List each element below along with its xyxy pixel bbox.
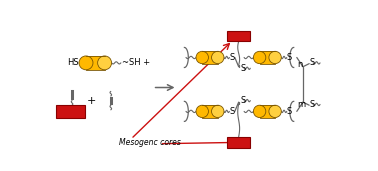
Ellipse shape <box>98 56 112 70</box>
Text: S: S <box>309 100 314 109</box>
Ellipse shape <box>212 51 224 64</box>
Bar <box>56 105 85 117</box>
Ellipse shape <box>269 105 281 117</box>
Ellipse shape <box>196 51 208 64</box>
Text: Mesogenc cores: Mesogenc cores <box>119 138 181 147</box>
Text: +: + <box>87 96 96 106</box>
Bar <box>202 51 218 64</box>
Text: S: S <box>240 96 245 105</box>
Ellipse shape <box>253 51 266 64</box>
Ellipse shape <box>196 105 208 117</box>
Ellipse shape <box>253 105 266 117</box>
Ellipse shape <box>212 105 224 117</box>
Bar <box>202 105 218 117</box>
Ellipse shape <box>79 56 93 70</box>
Text: S: S <box>287 53 292 62</box>
Text: n: n <box>297 60 303 69</box>
Bar <box>260 105 275 117</box>
Bar <box>260 51 275 64</box>
Text: ~SH +: ~SH + <box>122 58 150 67</box>
Text: S: S <box>240 64 245 73</box>
Text: S: S <box>309 58 314 67</box>
Text: HS: HS <box>67 58 78 67</box>
Bar <box>227 31 250 41</box>
Bar <box>86 56 105 70</box>
Bar <box>227 137 250 148</box>
Text: m: m <box>297 100 306 109</box>
Ellipse shape <box>269 51 281 64</box>
Text: S: S <box>229 53 235 62</box>
Text: S: S <box>229 107 235 116</box>
Text: S: S <box>287 107 292 116</box>
